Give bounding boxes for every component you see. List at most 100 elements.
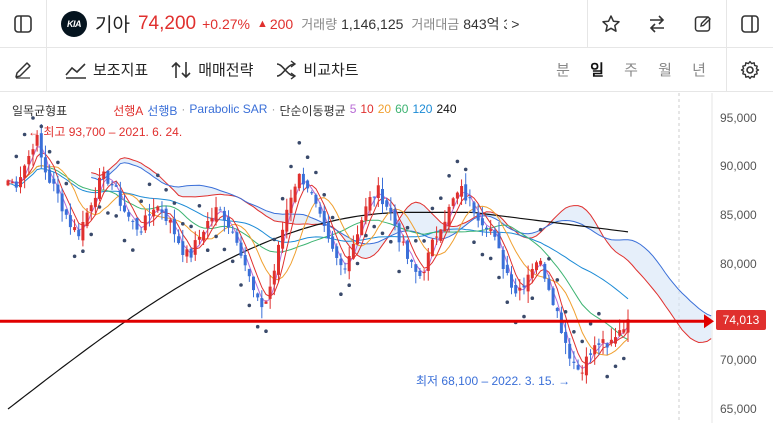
candle-body [468, 197, 472, 199]
legend-sma-240: 240 [436, 102, 457, 116]
parabolic-sar-dot [139, 199, 143, 203]
stock-name[interactable]: 기아 [95, 15, 130, 36]
candle-body [368, 197, 372, 211]
candle-body [314, 194, 318, 204]
candle-body [476, 213, 480, 221]
parabolic-sar-dot [114, 214, 118, 218]
candle-body [135, 217, 139, 230]
current-price-arrow-icon [704, 314, 714, 329]
sidebar-right-icon [741, 14, 759, 33]
more-info-button[interactable]: > [511, 15, 520, 32]
stock-header: KIA 기아 74,200 +0.27% ▲ 200 거래량 1,146,125… [0, 0, 773, 48]
candle-body [23, 165, 27, 178]
candle-body [501, 249, 505, 269]
candle-body [451, 198, 455, 206]
parabolic-sar-dot [538, 227, 543, 232]
candle-body [530, 269, 534, 279]
swap-button[interactable] [634, 0, 680, 48]
candle-body [131, 220, 135, 222]
candle-body [243, 255, 247, 266]
chart-settings-button[interactable] [727, 46, 773, 94]
candle-body [618, 330, 622, 336]
edit-button[interactable] [680, 0, 726, 48]
candle-body [98, 177, 101, 199]
parabolic-sar-dot [389, 239, 393, 244]
header-divider [46, 0, 47, 48]
candle-body [239, 242, 243, 256]
favorite-button[interactable] [588, 0, 634, 48]
indicator-button[interactable]: 보조지표 [65, 59, 148, 80]
star-icon [602, 14, 620, 32]
candle-body [231, 231, 235, 233]
indicator-legend[interactable]: 일목균형표 선행A 선행B · Parabolic SAR · 단순이동평균 5… [12, 102, 461, 119]
sidebar-toggle-right-button[interactable] [727, 0, 773, 48]
legend-dot: · [271, 102, 276, 116]
parabolic-sar-dot [422, 239, 426, 243]
candle-body [539, 260, 543, 265]
candle-body [293, 186, 297, 202]
legend-sma-60: 60 [395, 102, 409, 116]
candle-body [372, 196, 376, 198]
candle-body [339, 258, 343, 266]
sidebar-toggle-left-button[interactable] [0, 0, 46, 48]
legend-dot: · [181, 102, 186, 116]
parabolic-sar-dot [305, 155, 310, 159]
parabolic-sar-dot [56, 160, 60, 165]
header-divider [587, 0, 588, 48]
period-year-tab[interactable]: 년 [692, 62, 706, 79]
candle-body [376, 185, 380, 198]
price-chart[interactable]: 일목균형표 선행A 선행B · Parabolic SAR · 단순이동평균 5… [0, 93, 773, 423]
parabolic-sar-dot [605, 374, 609, 379]
candle-body [202, 231, 206, 241]
amount-value: 843억 3 [463, 15, 508, 32]
period-day-tab[interactable]: 일 [590, 62, 604, 79]
parabolic-sar-dot [47, 149, 52, 154]
parabolic-sar-dot [97, 205, 102, 209]
period-month-tab[interactable]: 월 [658, 62, 672, 79]
parabolic-sar-dot [272, 237, 277, 242]
legend-sma-5: 5 [349, 102, 357, 116]
candle-body [256, 293, 260, 298]
compare-button[interactable]: 비교차트 [275, 59, 359, 80]
candle-body [318, 207, 322, 214]
parabolic-sar-dot [447, 174, 451, 178]
high-price-note: ← 최고 93,700 – 2021. 6. 24. [28, 125, 183, 139]
parabolic-sar-dot [255, 324, 260, 329]
parabolic-sar-dot [14, 154, 19, 159]
candle-body [285, 209, 289, 232]
candle-body [252, 276, 255, 291]
candle-body [156, 206, 160, 211]
candle-body [331, 236, 335, 249]
candle-body [493, 230, 497, 237]
candle-body [364, 206, 368, 221]
candle-body [489, 229, 493, 231]
compare-icon [277, 59, 297, 80]
candle-body [522, 285, 526, 288]
draw-button[interactable] [0, 46, 46, 94]
parabolic-sar-dot [372, 224, 377, 229]
candle-body [81, 222, 85, 241]
candle-body [310, 192, 314, 194]
candle-body [64, 209, 68, 215]
y-tick-label: 95,000 [720, 111, 757, 125]
sma-120-line [7, 168, 629, 300]
candle-body [322, 211, 326, 226]
candle-body [472, 202, 476, 213]
legend-sma-10: 10 [360, 102, 374, 116]
candle-body [518, 287, 522, 291]
strategy-button[interactable]: 매매전략 [170, 59, 253, 80]
period-minute-tab[interactable]: 분 [556, 62, 570, 79]
low-price-note: 최저 68,100 – 2022. 3. 15. → [416, 374, 571, 388]
candle-body [235, 232, 239, 243]
parabolic-sar-dot [156, 173, 160, 178]
chart-canvas[interactable] [0, 93, 773, 423]
candle-body [210, 217, 214, 222]
candle-body [214, 207, 218, 222]
period-week-tab[interactable]: 주 [624, 62, 638, 79]
candle-body [480, 218, 484, 226]
candle-body [526, 274, 530, 292]
amount-label: 거래대금 [411, 17, 460, 32]
parabolic-sar-dot [455, 159, 460, 164]
candle-body [68, 215, 72, 228]
candle-body [177, 236, 181, 243]
